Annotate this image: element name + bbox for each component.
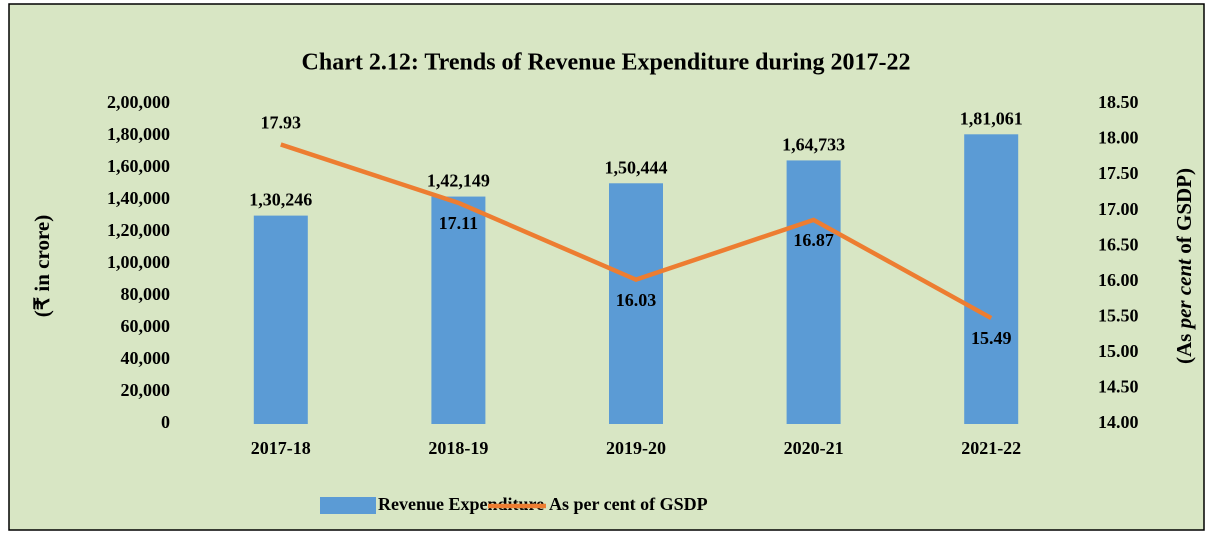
legend-label: Revenue Expenditure bbox=[378, 494, 544, 514]
y2-axis-title: (As per cent of GSDP) bbox=[1172, 168, 1196, 364]
bar-value-label: 1,81,061 bbox=[960, 108, 1023, 128]
x-tick-label: 2020-21 bbox=[784, 438, 844, 458]
y-tick-label: 1,80,000 bbox=[107, 124, 170, 144]
y2-tick-label: 17.00 bbox=[1098, 199, 1139, 219]
line-value-label: 17.93 bbox=[261, 113, 302, 133]
y2-tick-label: 18.00 bbox=[1098, 128, 1139, 148]
bar-value-label: 1,64,733 bbox=[782, 135, 845, 155]
bar bbox=[786, 160, 841, 425]
bar-value-label: 1,30,246 bbox=[249, 190, 312, 210]
y2-tick-label: 14.50 bbox=[1098, 377, 1139, 397]
legend-label: As per cent of GSDP bbox=[549, 494, 708, 514]
y2-tick-label: 17.50 bbox=[1098, 163, 1139, 183]
y-tick-label: 1,40,000 bbox=[107, 188, 170, 208]
y-tick-label: 1,00,000 bbox=[107, 252, 170, 272]
y2-axis-title-part: per cent bbox=[1172, 258, 1196, 331]
y-tick-label: 2,00,000 bbox=[107, 92, 170, 112]
bar-value-label: 1,50,444 bbox=[605, 157, 668, 177]
y2-tick-label: 18.50 bbox=[1098, 92, 1139, 112]
y2-tick-label: 15.00 bbox=[1098, 341, 1139, 361]
y-tick-label: 20,000 bbox=[121, 380, 171, 400]
y-tick-label: 60,000 bbox=[121, 316, 171, 336]
chart-title: Chart 2.12: Trends of Revenue Expenditur… bbox=[302, 50, 911, 76]
y2-tick-label: 15.50 bbox=[1098, 305, 1139, 325]
x-tick-label: 2019-20 bbox=[606, 438, 666, 458]
bar bbox=[964, 134, 1019, 424]
y-axis-title: (₹ in crore) bbox=[30, 215, 54, 317]
y-tick-label: 1,20,000 bbox=[107, 220, 170, 240]
x-tick-label: 2018-19 bbox=[428, 438, 488, 458]
bar bbox=[253, 215, 308, 424]
y-tick-label: 80,000 bbox=[121, 284, 171, 304]
y-tick-label: 0 bbox=[161, 412, 170, 432]
line-value-label: 16.87 bbox=[793, 230, 834, 250]
line-series bbox=[280, 142, 993, 321]
y2-tick-label: 14.00 bbox=[1098, 412, 1139, 432]
line-value-label: 15.49 bbox=[971, 328, 1012, 348]
line-value-label: 17.11 bbox=[439, 213, 479, 233]
y-tick-label: 40,000 bbox=[121, 348, 171, 368]
bar bbox=[609, 183, 663, 424]
y2-axis-title-part: of GSDP) bbox=[1172, 168, 1196, 259]
y2-tick-label: 16.50 bbox=[1098, 234, 1139, 254]
y2-tick-label: 16.00 bbox=[1098, 270, 1139, 290]
bar bbox=[431, 196, 486, 424]
y-tick-label: 1,60,000 bbox=[107, 156, 170, 176]
x-tick-label: 2017-18 bbox=[251, 438, 311, 458]
line-value-label: 16.03 bbox=[616, 290, 657, 310]
legend-swatch bbox=[320, 497, 376, 514]
bar-value-label: 1,42,149 bbox=[427, 171, 490, 191]
x-tick-label: 2021-22 bbox=[961, 438, 1021, 458]
y2-axis-title-part: (As bbox=[1172, 328, 1196, 364]
